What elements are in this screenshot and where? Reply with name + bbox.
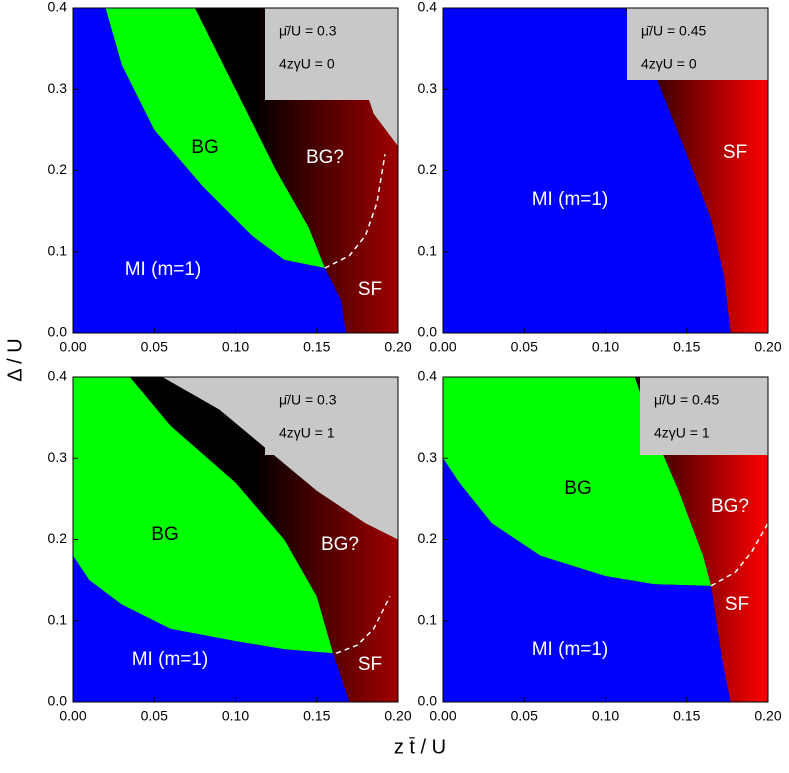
region-label: BG xyxy=(191,137,218,158)
region-label: SF xyxy=(358,279,382,300)
legend-text: 4zγU = 1 xyxy=(654,425,710,441)
x-tick-label: 0.05 xyxy=(511,708,538,724)
region-label: BG xyxy=(564,478,591,499)
y-tick-label: 0.3 xyxy=(418,449,438,465)
dashed-boundary xyxy=(324,154,386,269)
legend-text: μ̄/U = 0.3 xyxy=(279,23,337,39)
legend-text: μ̄/U = 0.3 xyxy=(279,392,337,408)
y-tick-label: 0.3 xyxy=(48,449,68,465)
phase-region xyxy=(443,8,731,333)
phase-region xyxy=(105,8,325,268)
x-tick-label: 0.10 xyxy=(222,339,249,355)
y-tick-label: 0.1 xyxy=(48,611,68,627)
legend-box xyxy=(627,8,768,80)
x-tick-label: 0.10 xyxy=(592,339,619,355)
y-tick-label: 0.3 xyxy=(48,80,68,96)
y-tick-label: 0.2 xyxy=(418,161,438,177)
x-tick-label: 0.00 xyxy=(59,708,86,724)
phase-region xyxy=(73,555,350,702)
region-label: MI (m=1) xyxy=(132,649,209,670)
y-tick-label: 0.4 xyxy=(418,0,438,15)
y-tick-label: 0.4 xyxy=(418,368,438,384)
y-tick-label: 0.2 xyxy=(48,161,68,177)
legend-box xyxy=(265,8,398,100)
region-label: BG? xyxy=(711,496,749,517)
y-axis-label: Δ / U xyxy=(4,338,26,381)
panel: μ̄/U = 0.45 4zγU = 0 MI (m=1) SF 0.00 0.05 0.1… xyxy=(418,0,782,355)
phase-region xyxy=(73,8,346,333)
legend-text: 4zγU = 1 xyxy=(279,425,335,441)
x-tick-label: 0.00 xyxy=(59,339,86,355)
y-tick-label: 0.3 xyxy=(418,80,438,96)
x-axis-label: z t̄ / U xyxy=(394,736,446,758)
legend-box xyxy=(640,377,768,455)
legend-text: 4zγU = 0 xyxy=(641,56,697,72)
y-tick-label: 0.4 xyxy=(48,0,68,15)
y-tick-label: 0.0 xyxy=(48,693,68,709)
region-label: BG? xyxy=(321,534,359,555)
region-label: MI (m=1) xyxy=(125,259,202,280)
y-tick-label: 0.0 xyxy=(48,324,68,340)
x-tick-label: 0.15 xyxy=(303,339,330,355)
x-tick-label: 0.05 xyxy=(141,339,168,355)
x-tick-label: 0.20 xyxy=(754,339,781,355)
y-tick-label: 0.0 xyxy=(418,693,438,709)
x-tick-label: 0.20 xyxy=(754,708,781,724)
phase-region xyxy=(73,377,333,654)
y-tick-label: 0.0 xyxy=(418,324,438,340)
x-tick-label: 0.15 xyxy=(673,339,700,355)
legend-box xyxy=(265,377,398,455)
phase-region xyxy=(443,458,731,702)
legend-text: μ̄/U = 0.45 xyxy=(654,392,719,408)
x-tick-label: 0.10 xyxy=(222,708,249,724)
x-tick-label: 0.00 xyxy=(429,339,456,355)
y-tick-label: 0.2 xyxy=(418,530,438,546)
x-tick-label: 0.05 xyxy=(511,339,538,355)
y-tick-label: 0.1 xyxy=(418,242,438,258)
x-tick-label: 0.20 xyxy=(384,708,411,724)
legend-text: μ̄/U = 0.45 xyxy=(641,23,706,39)
y-tick-label: 0.2 xyxy=(48,530,68,546)
y-tick-label: 0.4 xyxy=(48,368,68,384)
region-label: MI (m=1) xyxy=(532,639,609,660)
x-tick-label: 0.20 xyxy=(384,339,411,355)
y-tick-label: 0.1 xyxy=(418,611,438,627)
region-label: SF xyxy=(725,594,749,615)
y-tick-label: 0.1 xyxy=(48,242,68,258)
region-label: MI (m=1) xyxy=(532,189,609,210)
x-tick-label: 0.15 xyxy=(303,708,330,724)
region-label: SF xyxy=(358,654,382,675)
region-label: SF xyxy=(723,142,747,163)
dashed-boundary xyxy=(335,596,391,654)
x-tick-label: 0.00 xyxy=(429,708,456,724)
x-tick-label: 0.10 xyxy=(592,708,619,724)
region-label: BG xyxy=(151,524,178,545)
x-tick-label: 0.05 xyxy=(141,708,168,724)
region-label: BG? xyxy=(306,147,344,168)
legend-text: 4zγU = 0 xyxy=(279,56,335,72)
x-tick-label: 0.15 xyxy=(673,708,700,724)
